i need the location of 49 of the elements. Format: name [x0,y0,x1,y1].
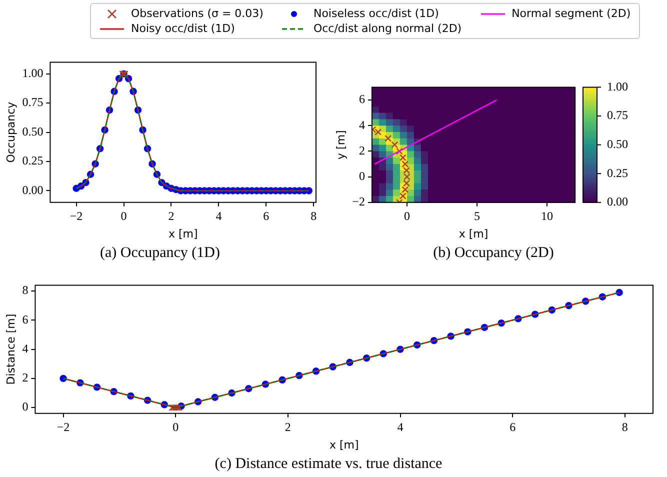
y-tick-label: 6 [358,92,365,106]
y-tick-label: 2 [22,370,28,385]
x-tick-label: −2 [56,420,70,434]
color-bar-label: 1.00 [607,79,628,94]
x-axis-title: x [m] [329,438,359,452]
legend-label: Occ/dist along normal (2D) [313,22,462,35]
y-axis-title: Distance [m] [4,314,18,385]
x-tick-label: 0 [172,420,179,434]
y-tick-label: 0 [358,168,365,183]
color-bar-label: 0.25 [607,166,628,180]
x-tick-label: 6 [510,420,516,434]
color-bar-label: 0.00 [607,194,628,209]
y-tick-label: 0.50 [22,124,44,138]
y-tick-label: −2 [352,194,365,209]
y-tick-label: 4 [358,118,365,132]
legend-label: Normal segment (2D) [512,7,631,20]
y-tick-label: 0 [22,400,28,414]
y-tick-label: 4 [22,341,28,356]
x-tick-label: 2 [168,208,174,223]
x-axis-title: x [m] [168,227,198,240]
y-tick-label: 6 [22,312,28,326]
legend-label: Noisy occ/dist (1D) [131,22,235,35]
legend-label: Noiseless occ/dist (1D) [313,7,439,20]
x-tick-label: 2 [284,420,291,434]
y-tick-label: 0.00 [22,182,44,197]
x-tick-label: 4 [216,208,222,223]
x-tick-label: 6 [263,208,270,223]
x-tick-label: 8 [622,420,628,434]
color-bar-label: 0.75 [607,108,628,122]
x-tick-label: −2 [70,208,83,223]
x-tick-label: 0 [120,208,127,223]
text: (c) Distance estimate vs. true distance [214,456,443,472]
y-tick-label: 0.25 [22,154,44,168]
y-tick-label: 2 [358,143,365,158]
x-tick-label: 4 [397,420,404,434]
y-tick-label: 1.00 [22,66,44,80]
x-tick-label: 5 [474,208,480,223]
y-axis-title: Occupancy [4,101,18,163]
text: (b) Occupancy (2D) [433,244,554,261]
y-tick-label: 8 [22,283,28,298]
text: (a) Occupancy (1D) [100,244,220,261]
x-tick-label: 10 [540,208,553,223]
x-tick-label: 0 [404,208,410,223]
legend-label: Observations (σ = 0.03) [131,7,264,20]
x-tick-label: 8 [310,208,317,223]
y-axis-title: y [m] [334,130,348,160]
color-bar-label: 0.50 [607,136,628,151]
x-axis-title: x [m] [458,227,488,240]
y-tick-label: 0.75 [22,95,44,110]
